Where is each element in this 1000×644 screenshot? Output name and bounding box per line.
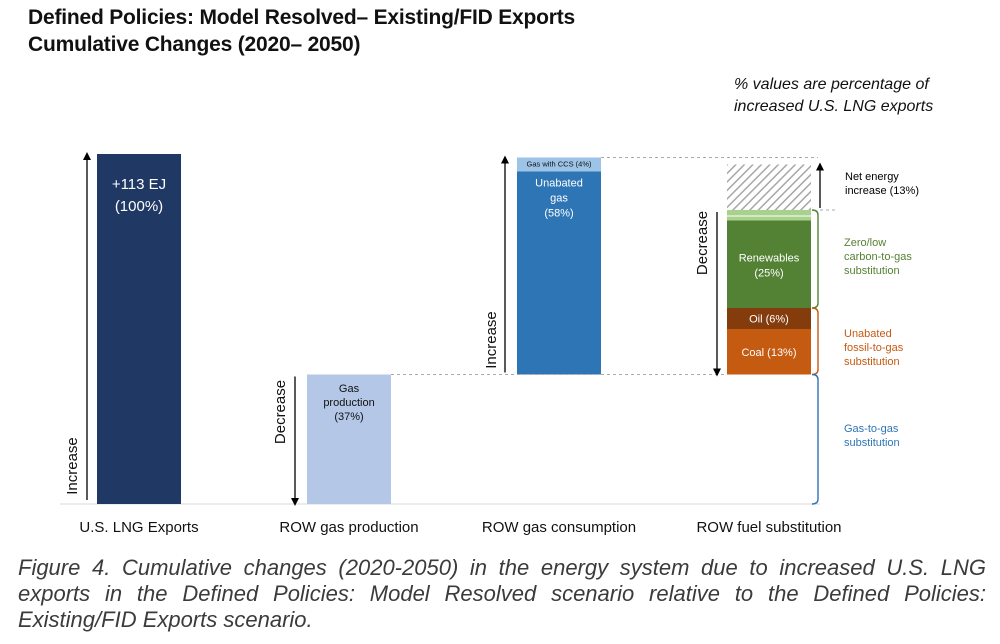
bar-label-gas-with-ccs: Gas with CCS (4%) [526,160,592,169]
bracket-label-zero-low-carbon-line-2: carbon-to-gas [844,251,912,263]
bar-segment-unabated-gas [517,171,601,375]
direction-label-increase-consumption: Increase [483,311,500,369]
bracket-label-unabated-fossil-line-3: substitution [844,356,900,368]
direction-label-increase-lng: Increase [64,437,81,495]
bar-segment-renewables [727,220,811,308]
chart-title-line-1: Defined Policies: Model Resolved– Existi… [28,6,575,29]
figure-caption: Figure 4. Cumulative changes (2020-2050)… [18,555,986,632]
percentage-note: % values are percentage of increased U.S… [734,74,933,118]
bar-label-lng-total: +113 EJ [112,176,166,193]
bracket-label-net-energy-line-2: increase (13%) [845,185,919,197]
bar-label-gas-production-line-1: Gas [339,383,360,395]
bracket-label-gas-to-gas-line-1: Gas-to-gas [844,423,899,435]
bar-label-coal: Coal (13%) [741,347,796,359]
direction-label-decrease-substitution: Decrease [694,211,711,275]
category-label-2: ROW gas production [279,519,418,536]
bar-label-renewables-line-2: (25%) [754,267,783,279]
chart-title: Defined Policies: Model Resolved– Existi… [28,4,575,58]
waterfall-chart: +113 EJ (100%) Increase Gas production (37%) D… [60,152,919,536]
bar-us-lng-exports [97,154,181,504]
bar-label-gas-production-line-2: production [323,397,374,409]
category-label-1: U.S. LNG Exports [79,519,198,536]
bar-segment-gas-with-ccs [517,157,601,172]
bracket-label-unabated-fossil-line-1: Unabated [844,328,892,340]
bar-label-unabated-gas-line-3: (58%) [544,208,573,220]
bar-label-oil: Oil (6%) [749,314,789,326]
bar-segment-other-low-carbon [727,210,811,221]
bracket-label-zero-low-carbon-line-3: substitution [844,265,900,277]
bracket-zero-low-carbon [811,209,819,309]
percentage-note-line-2: increased U.S. LNG exports [734,98,934,115]
bar-segment-coal [727,329,811,375]
bracket-label-gas-to-gas-line-2: substitution [844,437,900,449]
category-label-4: ROW fuel substitution [696,519,841,536]
chart-title-line-2: Cumulative Changes (2020– 2050) [28,33,361,56]
bar-label-unabated-gas-line-2: gas [550,193,568,205]
bar-label-lng-percent: (100%) [115,198,163,215]
category-label-3: ROW gas consumption [482,519,636,536]
direction-label-decrease-production: Decrease [272,380,289,444]
bracket-gas-to-gas [811,373,819,505]
bracket-label-net-energy-line-1: Net energy [845,171,899,183]
bar-segment-net-energy-increase [727,164,811,210]
bracket-label-unabated-fossil-line-2: fossil-to-gas [844,342,904,354]
bar-label-unabated-gas-line-1: Unabated [535,178,583,190]
bar-label-gas-production-line-3: (37%) [334,411,363,423]
bar-row-gas-production [307,374,391,504]
percentage-note-line-1: % values are percentage of [734,76,929,93]
bar-label-renewables-line-1: Renewables [739,252,800,264]
bracket-label-zero-low-carbon-line-1: Zero/low [844,237,886,249]
bracket-unabated-fossil [811,307,819,376]
bar-segment-oil [727,308,811,329]
